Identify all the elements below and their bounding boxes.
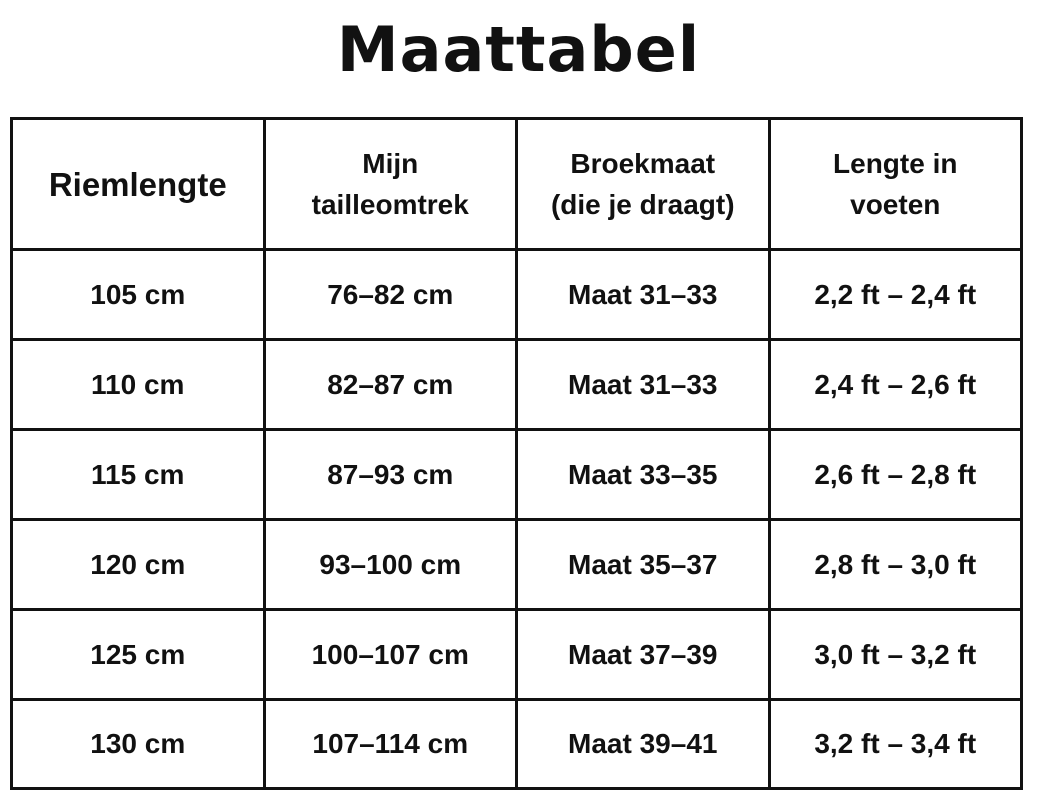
cell-waist-size: 82–87 cm [262, 338, 518, 431]
size-table: Riemlengte Mijn tailleomtrek Broekmaat (… [10, 117, 1023, 790]
header-pant-size-line-2: (die je draagt) [550, 189, 735, 220]
cell-belt-length: 105 cm [10, 248, 266, 341]
table-row: 125 cm 100–107 cm Maat 37–39 3,0 ft – 3,… [10, 608, 1023, 701]
cell-belt-length: 125 cm [10, 608, 266, 701]
table-row: 105 cm 76–82 cm Maat 31–33 2,2 ft – 2,4 … [10, 248, 1023, 341]
header-belt-length: Riemlengte [10, 117, 266, 251]
table-row: 120 cm 93–100 cm Maat 35–37 2,8 ft – 3,0… [10, 518, 1023, 611]
header-pant-size: Broekmaat (die je draagt) [515, 117, 771, 251]
table-body: 105 cm 76–82 cm Maat 31–33 2,2 ft – 2,4 … [10, 248, 1023, 790]
page-title: Maattabel [336, 13, 701, 86]
cell-length-feet: 2,4 ft – 2,6 ft [767, 338, 1023, 431]
table-header: Riemlengte Mijn tailleomtrek Broekmaat (… [10, 117, 1023, 251]
table-row: 130 cm 107–114 cm Maat 39–41 3,2 ft – 3,… [10, 698, 1023, 790]
cell-pant-size: Maat 37–39 [515, 608, 771, 701]
cell-pant-size: Maat 31–33 [515, 248, 771, 341]
table-row: 115 cm 87–93 cm Maat 33–35 2,6 ft – 2,8 … [10, 428, 1023, 521]
cell-belt-length: 130 cm [10, 698, 266, 790]
header-pant-size-line-1: Broekmaat [570, 148, 716, 179]
cell-belt-length: 115 cm [10, 428, 266, 521]
cell-pant-size: Maat 39–41 [515, 698, 771, 790]
cell-waist-size: 107–114 cm [262, 698, 518, 790]
header-waist-size-line-1: Mijn [362, 148, 419, 179]
header-waist-size-line-2: tailleomtrek [311, 189, 469, 220]
table-row: 110 cm 82–87 cm Maat 31–33 2,4 ft – 2,6 … [10, 338, 1023, 431]
cell-waist-size: 93–100 cm [262, 518, 518, 611]
cell-waist-size: 100–107 cm [262, 608, 518, 701]
cell-length-feet: 2,8 ft – 3,0 ft [767, 518, 1023, 611]
header-length-feet-line-2: voeten [850, 189, 941, 220]
cell-pant-size: Maat 31–33 [515, 338, 771, 431]
cell-waist-size: 76–82 cm [262, 248, 518, 341]
cell-waist-size: 87–93 cm [262, 428, 518, 521]
cell-length-feet: 2,2 ft – 2,4 ft [767, 248, 1023, 341]
header-row: Riemlengte Mijn tailleomtrek Broekmaat (… [10, 117, 1023, 251]
cell-belt-length: 110 cm [10, 338, 266, 431]
cell-belt-length: 120 cm [10, 518, 266, 611]
header-belt-length-line-1: Riemlengte [48, 165, 227, 203]
cell-pant-size: Maat 35–37 [515, 518, 771, 611]
cell-length-feet: 2,6 ft – 2,8 ft [767, 428, 1023, 521]
cell-length-feet: 3,2 ft – 3,4 ft [767, 698, 1023, 790]
header-waist-size: Mijn tailleomtrek [262, 117, 518, 251]
header-length-feet-line-1: Lengte in [833, 148, 958, 179]
cell-pant-size: Maat 33–35 [515, 428, 771, 521]
header-length-feet: Lengte in voeten [767, 117, 1023, 251]
cell-length-feet: 3,0 ft – 3,2 ft [767, 608, 1023, 701]
